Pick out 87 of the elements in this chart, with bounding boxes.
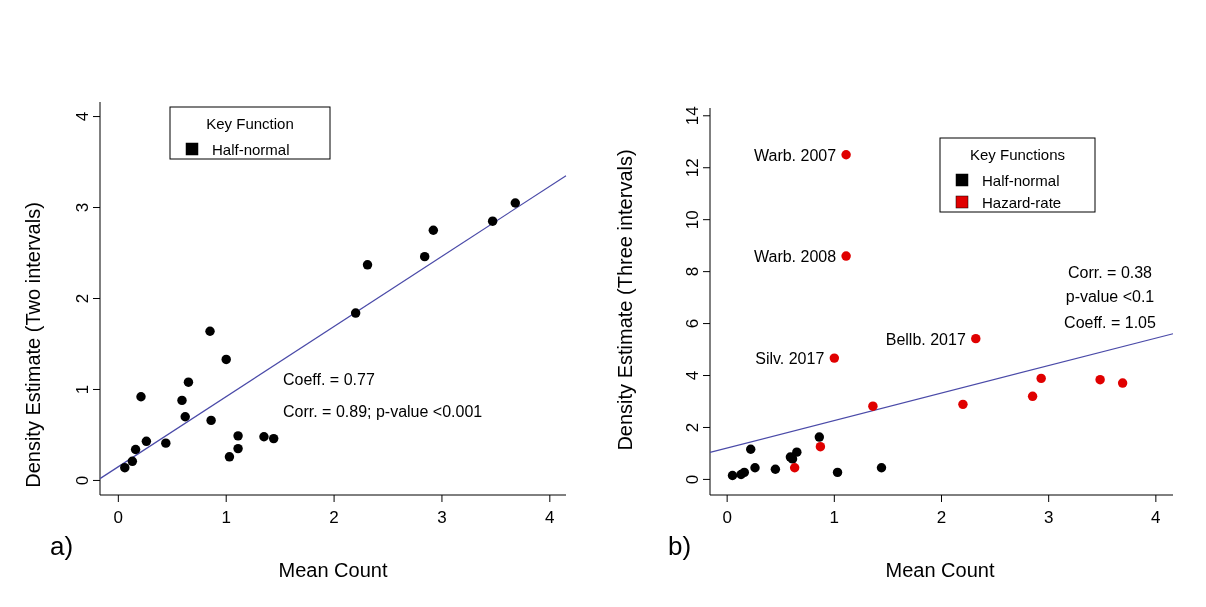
y-tick-label: 2	[683, 422, 702, 433]
y-tick-label: 3	[73, 202, 92, 213]
x-tick-label: 1	[221, 508, 231, 527]
point	[183, 377, 194, 387]
annotation: Warb. 2007	[753, 146, 837, 164]
point	[177, 395, 187, 406]
point	[141, 436, 152, 447]
point	[1027, 391, 1038, 402]
point	[268, 433, 279, 444]
annotation: Warb. 2008	[753, 248, 837, 266]
point	[428, 225, 439, 235]
point	[1036, 373, 1046, 384]
annotation: p-value <0.1	[1065, 288, 1155, 305]
point	[259, 432, 269, 442]
point	[487, 216, 498, 226]
x-tick-label: 0	[722, 508, 732, 527]
point	[180, 412, 190, 422]
point	[1117, 378, 1128, 388]
point	[770, 464, 781, 474]
point	[161, 438, 171, 448]
y-tick-label: 4	[683, 370, 702, 381]
point	[868, 401, 878, 411]
y-axis-title: Density Estimate (Three intervals)	[614, 149, 636, 451]
y-tick-label: 4	[73, 111, 92, 122]
x-axis-title: Mean Count	[278, 559, 388, 581]
text: a)	[50, 531, 74, 561]
y-tick-label: 6	[683, 318, 702, 329]
point	[971, 333, 981, 344]
x-tick-label: 4	[1151, 508, 1161, 527]
point	[814, 432, 825, 442]
x-tick-label: 0	[113, 508, 124, 527]
y-axis-title: Density Estimate (Two intervals)	[22, 202, 44, 488]
point	[206, 415, 216, 426]
x-tick-label: 1	[829, 508, 840, 527]
legend-label: Hazard-rate	[982, 194, 1062, 211]
point	[233, 443, 243, 454]
x-tick-label: 2	[936, 508, 947, 527]
annotation: Bellb. 2017	[885, 330, 966, 348]
point	[727, 470, 738, 481]
point	[792, 447, 802, 457]
y-tick-label: 8	[683, 266, 702, 277]
point	[224, 452, 235, 462]
point	[841, 251, 851, 261]
legend-label: Half-normal	[982, 172, 1060, 189]
point	[789, 463, 800, 473]
annotation: Silv. 2017	[755, 350, 825, 368]
point	[841, 150, 851, 160]
y-tick-label: 10	[683, 210, 702, 230]
point	[815, 441, 826, 452]
point	[750, 463, 760, 473]
y-tick-label: 2	[73, 293, 92, 304]
point	[221, 354, 231, 365]
point	[739, 467, 750, 478]
x-tick-label: 2	[329, 508, 339, 527]
point	[832, 467, 843, 478]
point	[130, 444, 141, 455]
point	[350, 308, 361, 318]
y-tick-label: 1	[73, 384, 92, 395]
annotation: Corr. = 0.89; p-value <0.001	[283, 403, 483, 420]
x-tick-label: 3	[437, 508, 447, 527]
x-axis-title: Mean Count	[885, 559, 995, 581]
annotation: Corr. = 0.38	[1067, 264, 1153, 281]
annotation: Coeff. = 0.77	[283, 371, 375, 388]
point	[958, 399, 968, 410]
y-tick-label: 0	[73, 475, 92, 486]
point	[120, 463, 130, 473]
y-tick-label: 12	[683, 158, 702, 178]
point	[746, 444, 756, 454]
point	[829, 353, 840, 363]
point	[127, 456, 138, 467]
point	[362, 260, 373, 270]
annotation: Coeff. = 1.05	[1064, 314, 1156, 331]
point	[419, 251, 430, 262]
x-tick-label: 3	[1043, 508, 1054, 527]
point	[205, 326, 215, 336]
legend-label: Half-normal	[212, 141, 290, 158]
point	[136, 392, 146, 402]
text: b)	[668, 531, 692, 561]
y-tick-label: 0	[683, 474, 702, 485]
point	[1095, 374, 1105, 385]
legend-title: Key Functions	[969, 146, 1066, 163]
point	[510, 198, 521, 208]
y-tick-label: 14	[683, 106, 702, 126]
point	[233, 431, 243, 441]
legend-title: Key Function	[206, 115, 294, 132]
x-tick-label: 4	[545, 508, 555, 527]
point	[876, 463, 887, 473]
